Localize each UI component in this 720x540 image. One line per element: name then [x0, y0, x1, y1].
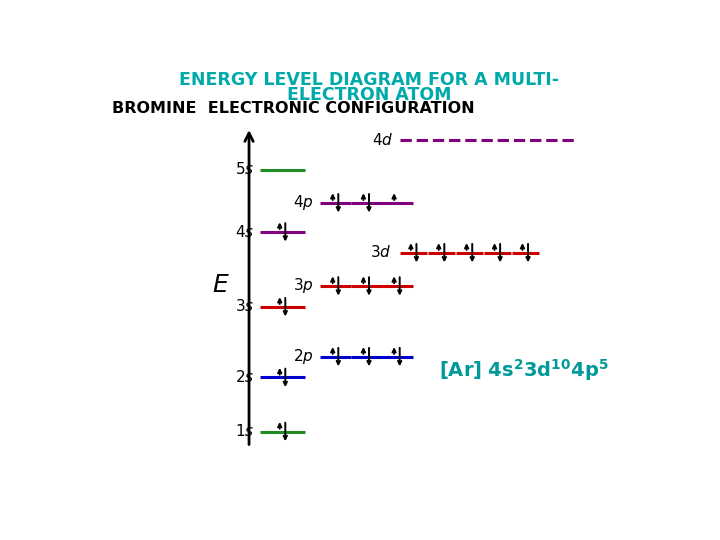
- Text: $2s$: $2s$: [235, 369, 255, 385]
- Text: $\mathbf{[Ar]\ 4s^23d^{10}4p^5}$: $\mathbf{[Ar]\ 4s^23d^{10}4p^5}$: [439, 357, 609, 383]
- Text: $4d$: $4d$: [372, 132, 393, 148]
- Text: ENERGY LEVEL DIAGRAM FOR A MULTI-: ENERGY LEVEL DIAGRAM FOR A MULTI-: [179, 71, 559, 89]
- Text: $1s$: $1s$: [235, 423, 255, 439]
- Text: $2p$: $2p$: [292, 347, 313, 366]
- Text: $3d$: $3d$: [370, 244, 392, 260]
- Text: $5s$: $5s$: [235, 161, 255, 177]
- Text: $4s$: $4s$: [235, 224, 255, 240]
- Text: BROMINE  ELECTRONIC CONFIGURATION: BROMINE ELECTRONIC CONFIGURATION: [112, 102, 475, 117]
- Text: $3p$: $3p$: [292, 276, 313, 295]
- Text: $E$: $E$: [212, 273, 230, 297]
- Text: ELECTRON ATOM: ELECTRON ATOM: [287, 85, 451, 104]
- Text: $4p$: $4p$: [292, 193, 313, 212]
- Text: $3s$: $3s$: [235, 299, 255, 314]
